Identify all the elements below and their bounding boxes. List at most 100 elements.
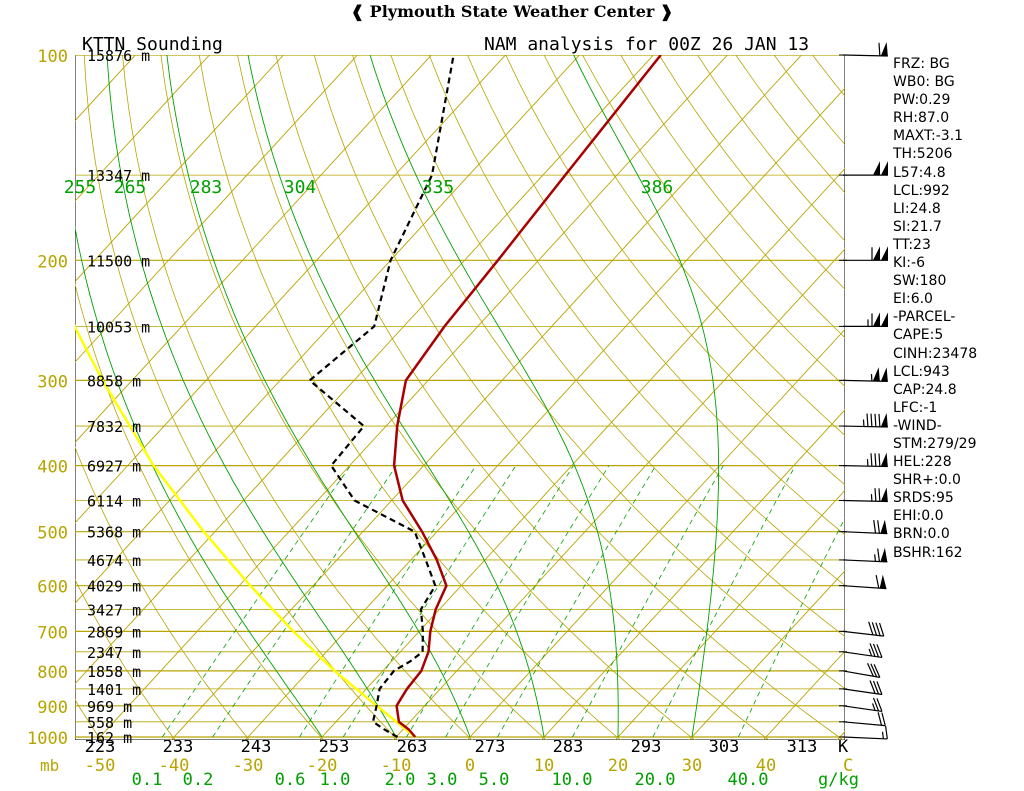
- isotherm: [466, 328, 845, 740]
- index-line: LFC:-1: [893, 399, 938, 416]
- profile-layer: [75, 55, 662, 738]
- isotherm: [75, 55, 581, 604]
- theta-tick-label: 303: [709, 737, 740, 757]
- dry-adiabat: [275, 55, 770, 740]
- dry-adiabat: [75, 579, 176, 740]
- barb-flag: [881, 246, 888, 261]
- theta-unit-label: K: [838, 737, 849, 757]
- wind-barb: [839, 725, 888, 740]
- pressure-tick-label: 400: [37, 458, 68, 478]
- temperature-tick-label: 0: [465, 756, 475, 776]
- dry-adiabat: [75, 699, 102, 740]
- barb-full: [876, 681, 883, 695]
- barb-full: [866, 413, 869, 427]
- barb-staff: [842, 688, 883, 696]
- barb-staff: [842, 651, 883, 659]
- mixing-ratio-line: [299, 465, 477, 738]
- mixing-ratio-label: 0.1: [132, 770, 163, 790]
- barb-full: [877, 712, 883, 726]
- barb-staff: [842, 721, 886, 727]
- height-label: 6114 m: [87, 492, 141, 510]
- barb-flag: [872, 367, 880, 382]
- barb-full: [874, 488, 877, 502]
- thetae-label: 335: [422, 177, 455, 198]
- wind-barb: [839, 413, 888, 428]
- thetae-label: 304: [284, 177, 317, 198]
- index-line: FRZ: BG: [893, 56, 950, 72]
- isotherm: [392, 248, 845, 740]
- barb-half: [868, 648, 873, 657]
- barb-full: [878, 413, 881, 427]
- dry-adiabat: [352, 55, 845, 690]
- header: ❰ Plymouth State Weather Center ❱: [0, 0, 1024, 24]
- height-label: 162 m: [87, 729, 132, 747]
- index-line: EI:6.0: [893, 291, 933, 308]
- wind-barb: [839, 312, 888, 327]
- barb-full: [876, 698, 883, 712]
- pressure-tick-label: 200: [37, 252, 68, 272]
- barb-full: [875, 574, 880, 589]
- thetae-label: 265: [114, 177, 147, 198]
- mixing-ratio-line: [161, 465, 351, 738]
- isotherm: [75, 55, 359, 363]
- moist-adiabat: [75, 225, 323, 738]
- index-line: TT:23: [893, 236, 931, 253]
- barb-staff: [842, 705, 883, 713]
- barb-full: [870, 453, 873, 467]
- index-line: HEL:228: [893, 454, 952, 471]
- mixing-ratio-line: [212, 465, 397, 738]
- thetae-label: 386: [641, 177, 674, 198]
- dry-adiabat: [505, 55, 845, 486]
- index-line: SI:21.7: [893, 218, 942, 235]
- dry-adiabat: [428, 55, 845, 586]
- wind-barb: [839, 161, 888, 176]
- isotherm: [75, 55, 433, 444]
- height-label: 6927 m: [87, 458, 141, 476]
- moist-adiabat: [247, 55, 545, 738]
- barb-flag: [873, 246, 880, 261]
- height-label: 558 m: [87, 714, 132, 732]
- theta-tick-label: 263: [397, 737, 428, 757]
- barb-full: [873, 664, 881, 678]
- temperature-tick-label: -10: [381, 756, 412, 776]
- temperature-tick-label: 30: [682, 756, 702, 776]
- barb-full: [871, 622, 878, 636]
- moist-adiabat: [166, 55, 471, 738]
- height-label: 8858 m: [87, 372, 141, 390]
- height-label: 3427 m: [87, 601, 141, 619]
- isotherm: [170, 55, 803, 740]
- temperature-tick-label: 40: [756, 756, 776, 776]
- wind-barb: [839, 697, 883, 713]
- isotherm: [75, 55, 211, 202]
- temperature-tick-label: -50: [85, 756, 116, 776]
- barb-full: [872, 697, 880, 712]
- height-label: 4029 m: [87, 578, 141, 596]
- barb-full: [876, 644, 883, 658]
- left-flag-icon: ❰: [350, 2, 370, 21]
- barb-staff: [842, 559, 888, 563]
- barb-flag: [881, 312, 888, 327]
- mixing-ratio-line: [652, 465, 796, 738]
- dry-adiabat: [198, 55, 622, 740]
- barb-staff: [842, 670, 880, 678]
- mixing-ratio-line: [342, 465, 517, 738]
- isotherm: [96, 55, 729, 740]
- barb-full: [877, 548, 881, 562]
- mixing-ratio-line: [445, 465, 610, 738]
- barb-flag: [880, 547, 888, 562]
- barb-flag: [873, 161, 880, 176]
- thetae-label: 283: [190, 177, 223, 198]
- wind-barb: [839, 487, 888, 503]
- mixing-ratio-line: [572, 465, 724, 738]
- dry-adiabat: [160, 55, 547, 740]
- barb-flag: [880, 487, 888, 502]
- barb-full: [873, 520, 877, 534]
- index-line: BSHR:162: [893, 544, 963, 561]
- wind-barb: [839, 712, 886, 727]
- theta-tick-label: 223: [85, 737, 116, 757]
- pressure-unit-label: mb: [40, 756, 59, 775]
- wind-barb-layer: [839, 41, 888, 740]
- wind-barb: [839, 452, 888, 468]
- mixing-ratio-line: [406, 465, 574, 738]
- height-label: 15876 m: [87, 47, 150, 65]
